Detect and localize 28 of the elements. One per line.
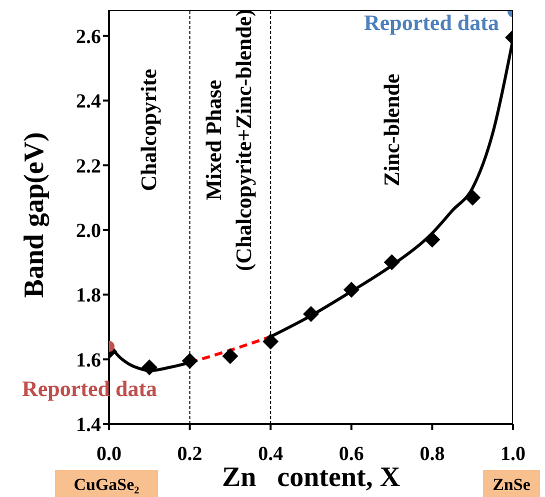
y-tick-label: 2.6 <box>76 26 101 48</box>
y-tick-label: 2.4 <box>76 90 101 113</box>
x-tick-label: 0.0 <box>96 443 122 466</box>
y-tick-label: 1.6 <box>76 349 101 372</box>
point <box>262 334 279 350</box>
y-tick-label: 1.8 <box>76 284 101 307</box>
text: CuGaSe₂ <box>55 470 158 497</box>
y-tick-label: 2.0 <box>76 220 101 242</box>
annotation: Chalcopyrite <box>135 68 162 194</box>
series-label: Reported data <box>364 10 499 36</box>
text: ZnSe <box>483 470 540 497</box>
point <box>303 306 319 322</box>
y-tick-label: 2.2 <box>76 155 101 178</box>
x-tick-label: 0.8 <box>420 443 445 466</box>
annotation: Zinc-blende <box>378 74 404 186</box>
y-axis-title: Band gap(eV) <box>19 131 51 300</box>
x-tick-label: 0.2 <box>177 443 202 466</box>
annotation: (Chalcopyrite+Zinc-blende) <box>230 8 258 273</box>
point <box>222 348 238 364</box>
point <box>141 359 158 376</box>
point <box>424 232 440 248</box>
y-tick-label: 1.4 <box>76 414 101 436</box>
point <box>384 254 400 270</box>
point <box>182 352 198 369</box>
x-tick-label: 1.0 <box>500 443 526 466</box>
annotation: Mixed Phase <box>200 78 228 202</box>
point <box>464 190 481 206</box>
point <box>343 282 360 298</box>
